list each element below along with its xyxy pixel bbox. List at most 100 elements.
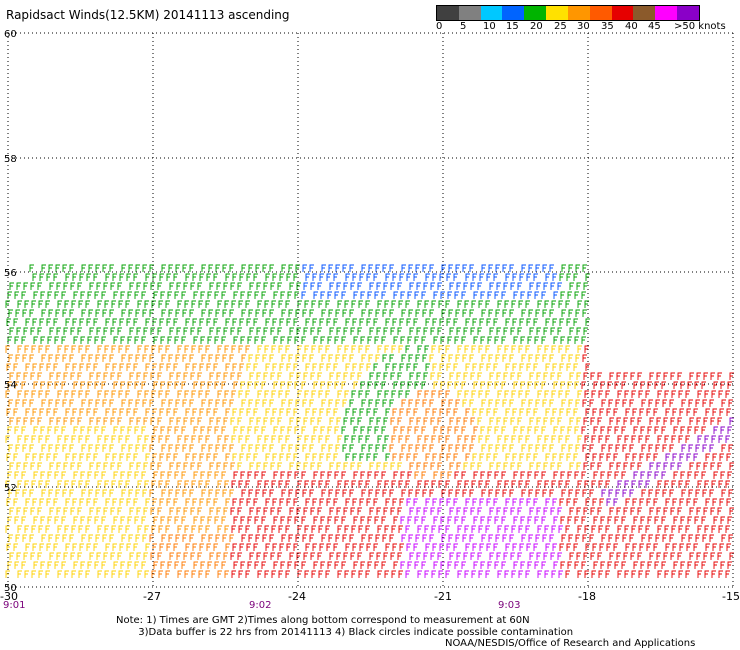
wind-barb bbox=[277, 462, 282, 470]
wind-barb bbox=[517, 552, 522, 560]
wind-barb bbox=[343, 507, 348, 515]
wind-barb bbox=[445, 345, 450, 353]
wind-barb bbox=[185, 363, 190, 371]
wind-barb bbox=[117, 462, 122, 470]
wind-barb bbox=[720, 516, 725, 524]
wind-barb bbox=[617, 480, 622, 488]
wind-barb bbox=[208, 264, 213, 272]
wind-barb bbox=[216, 507, 221, 515]
wind-barb bbox=[337, 390, 342, 398]
wind-barb bbox=[422, 354, 427, 362]
wind-barb bbox=[351, 435, 356, 443]
wind-barb bbox=[689, 552, 694, 560]
wind-barb bbox=[185, 498, 190, 506]
wind-barb bbox=[143, 462, 148, 470]
wind-barb bbox=[182, 309, 187, 317]
wind-barb bbox=[157, 507, 162, 515]
wind-barb bbox=[280, 561, 285, 569]
wind-barb bbox=[687, 516, 692, 524]
wind-barb bbox=[87, 561, 92, 569]
wind-barb bbox=[407, 291, 412, 299]
wind-barb bbox=[37, 282, 42, 290]
wind-barb bbox=[432, 273, 437, 281]
wind-barb bbox=[598, 480, 603, 488]
wind-barb bbox=[105, 498, 110, 506]
wind-barb bbox=[78, 525, 83, 533]
wind-barb bbox=[303, 417, 308, 425]
wind-barb bbox=[646, 543, 651, 551]
wind-barb bbox=[617, 390, 622, 398]
wind-barb bbox=[672, 543, 677, 551]
wind-barb bbox=[360, 291, 365, 299]
wind-barb bbox=[65, 363, 70, 371]
wind-barb bbox=[461, 426, 466, 434]
wind-barb bbox=[73, 336, 78, 344]
wind-barb bbox=[697, 570, 702, 578]
wind-barb bbox=[229, 354, 234, 362]
wind-barb bbox=[368, 534, 373, 542]
wind-barb bbox=[637, 417, 642, 425]
wind-barb bbox=[630, 552, 635, 560]
wind-barb bbox=[248, 354, 253, 362]
wind-barb bbox=[120, 561, 125, 569]
wind-barb bbox=[185, 543, 190, 551]
wind-barb bbox=[645, 570, 650, 578]
wind-barb bbox=[581, 381, 586, 389]
wind-barb bbox=[14, 336, 19, 344]
wind-barb bbox=[329, 372, 334, 380]
wind-barb bbox=[729, 552, 734, 560]
wind-barb bbox=[423, 417, 428, 425]
wind-barb bbox=[399, 273, 404, 281]
wind-barb bbox=[408, 489, 413, 497]
wind-barb bbox=[213, 363, 218, 371]
wind-barb bbox=[424, 345, 429, 353]
wind-barb bbox=[473, 471, 478, 479]
wind-barb bbox=[575, 534, 580, 542]
wind-barb bbox=[214, 336, 219, 344]
wind-barb bbox=[366, 543, 371, 551]
wind-barb bbox=[166, 408, 171, 416]
wind-barb bbox=[72, 318, 77, 326]
wind-barb bbox=[191, 435, 196, 443]
wind-barb bbox=[136, 507, 141, 515]
wind-barb bbox=[309, 354, 314, 362]
wind-barb bbox=[605, 435, 610, 443]
wind-barb bbox=[558, 570, 563, 578]
wind-barb bbox=[453, 273, 458, 281]
wind-barb bbox=[15, 399, 20, 407]
time-label-0903: 9:03 bbox=[498, 600, 521, 611]
wind-barb bbox=[166, 273, 171, 281]
wind-barb bbox=[105, 408, 110, 416]
scale-tick-10: 10 bbox=[483, 21, 496, 32]
wind-barb bbox=[545, 318, 550, 326]
wind-barb bbox=[694, 516, 699, 524]
wind-barb bbox=[359, 453, 364, 461]
wind-barb bbox=[230, 282, 235, 290]
wind-barb bbox=[518, 570, 523, 578]
wind-barb bbox=[327, 381, 332, 389]
wind-barb bbox=[112, 543, 117, 551]
wind-barb bbox=[295, 534, 300, 542]
wind-barb bbox=[654, 516, 659, 524]
wind-barb bbox=[94, 426, 99, 434]
wind-barb bbox=[661, 561, 666, 569]
wind-barb bbox=[471, 435, 476, 443]
wind-barb bbox=[352, 318, 357, 326]
wind-barb bbox=[409, 507, 414, 515]
wind-barb bbox=[63, 372, 68, 380]
wind-barb bbox=[537, 525, 542, 533]
wind-barb bbox=[472, 498, 477, 506]
wind-barb bbox=[41, 309, 46, 317]
wind-barb bbox=[191, 390, 196, 398]
wind-barb bbox=[302, 399, 307, 407]
wind-barb bbox=[134, 291, 139, 299]
wind-barb bbox=[541, 381, 546, 389]
wind-barb bbox=[181, 561, 186, 569]
wind-barb bbox=[437, 462, 442, 470]
wind-barb bbox=[249, 372, 254, 380]
wind-barb bbox=[177, 345, 182, 353]
wind-barb bbox=[625, 498, 630, 506]
wind-barb bbox=[568, 399, 573, 407]
wind-barb bbox=[417, 390, 422, 398]
wind-barb bbox=[511, 435, 516, 443]
